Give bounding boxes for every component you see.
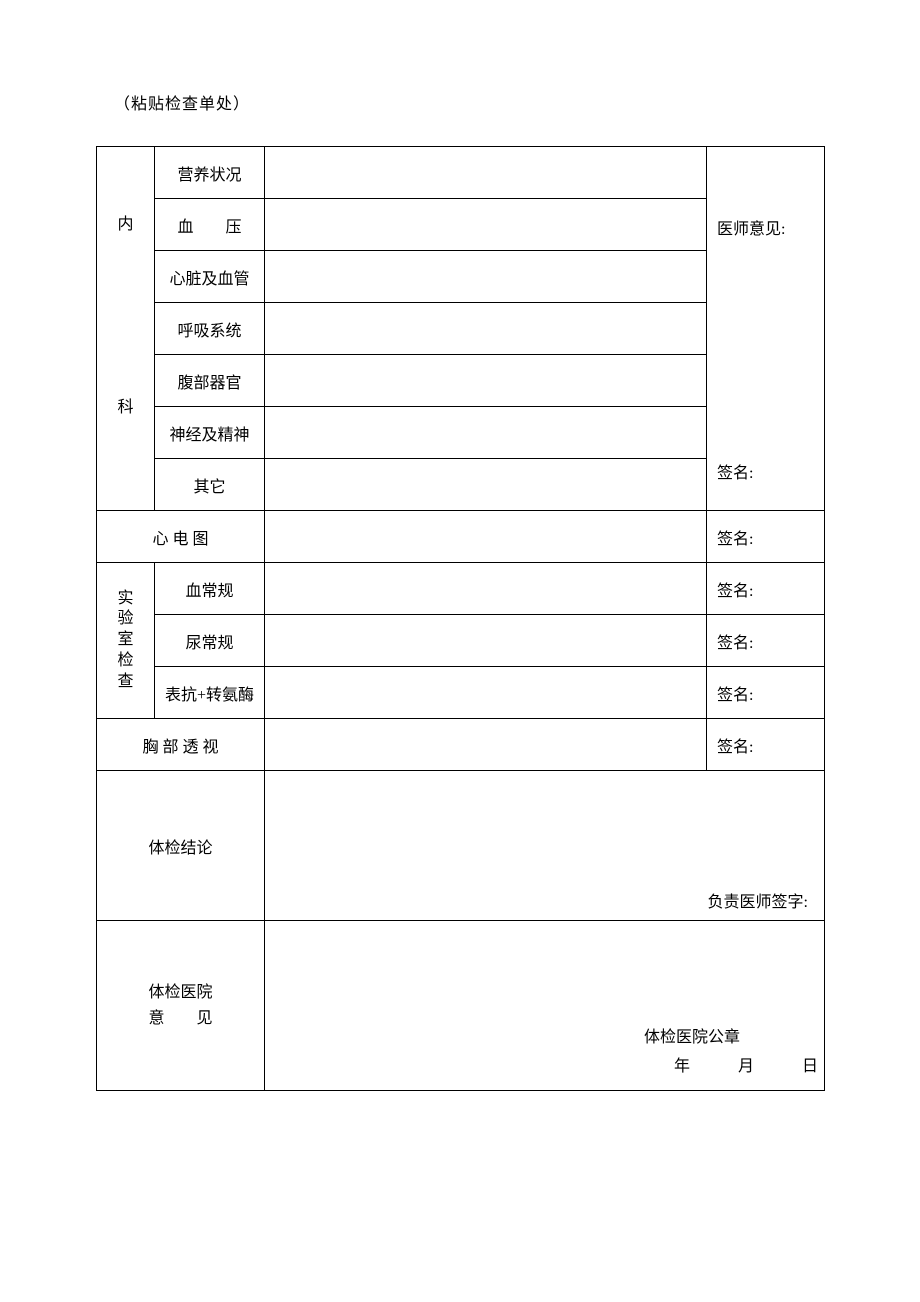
paste-note: （粘贴检查单处） [114,90,824,114]
responsible-signature: 负责医师签字: [708,888,808,912]
row-nutrition-label: 营养状况 [155,147,265,199]
row-chest-label: 胸 部 透 视 [97,719,265,771]
row-blood-value [265,563,707,615]
row-other-value [265,459,707,511]
row-respiratory-label: 呼吸系统 [155,303,265,355]
hbsag-signature: 签名: [707,667,825,719]
urine-signature: 签名: [707,615,825,667]
row-neuro-label: 神经及精神 [155,407,265,459]
row-respiratory-value [265,303,707,355]
chest-signature: 签名: [707,719,825,771]
internal-signature: 签名: [707,459,825,511]
internal-section-bottom: 科 [97,303,155,511]
row-chest-value [265,719,707,771]
row-urine-value [265,615,707,667]
doctor-opinion-label: 医师意见: [707,147,825,251]
ecg-signature: 签名: [707,511,825,563]
hospital-opinion-content: 体检医院公章 年 月 日 [265,921,825,1091]
hospital-opinion-label: 体检医院 意 见 [97,921,265,1091]
row-hbsag-label: 表抗+转氨酶 [155,667,265,719]
row-nutrition-value [265,147,707,199]
internal-section-top: 内 [97,147,155,303]
row-heart-value [265,251,707,303]
blood-signature: 签名: [707,563,825,615]
row-abdominal-value [265,355,707,407]
conclusion-content: 负责医师签字: [265,771,825,921]
row-bp-value [265,199,707,251]
conclusion-label: 体检结论 [97,771,265,921]
row-abdominal-label: 腹部器官 [155,355,265,407]
lab-section: 实验室检查 [97,563,155,719]
row-bp-label: 血 压 [155,199,265,251]
row-heart-label: 心脏及血管 [155,251,265,303]
row-neuro-value [265,407,707,459]
medical-form-table: 内 营养状况 医师意见: 血 压 心脏及血管 科 呼吸系统 腹部器官 神经及精神… [96,146,825,1091]
row-ecg-label: 心 电 图 [97,511,265,563]
row-hbsag-value [265,667,707,719]
row-blood-label: 血常规 [155,563,265,615]
row-ecg-value [265,511,707,563]
row-urine-label: 尿常规 [155,615,265,667]
doctor-opinion-blank [707,251,825,459]
row-other-label: 其它 [155,459,265,511]
hospital-stamp-date: 体检医院公章 年 月 日 [614,1024,818,1082]
